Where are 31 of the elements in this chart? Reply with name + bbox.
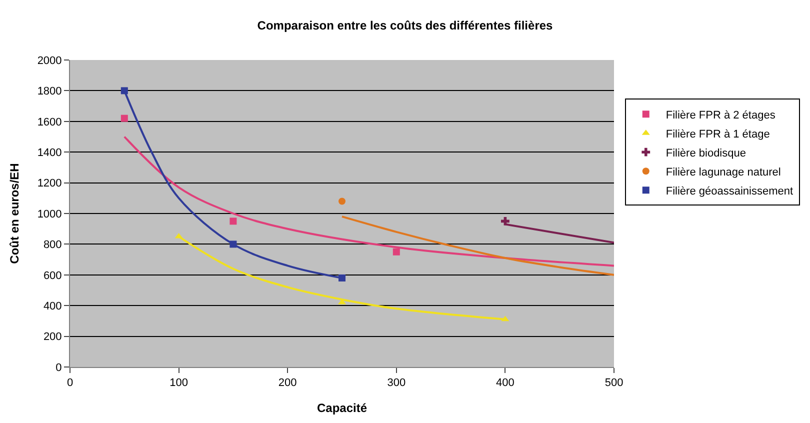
line-series [341,216,614,276]
y-axis-title: Coût en euros/EH [8,163,22,264]
y-tick-label: 1000 [37,208,62,220]
y-tick-label: 1600 [37,116,62,128]
point [392,248,400,256]
x-tick-label: 0 [66,377,74,390]
y-tick-label: 0 [56,362,62,374]
point [338,198,346,205]
x-axis-title: Capacité [316,401,368,416]
y-tick-label: 1800 [37,86,62,98]
line-series [123,136,614,267]
point [120,114,128,122]
legend-label: Filière FPR à 2 étages [666,109,776,122]
x-tick-label: 300 [387,377,406,390]
legend-label: Filière biodisque [666,147,746,160]
legend-label: Filière lagunage naturel [666,166,781,178]
legend-label: Filière géoassainissement [666,185,794,198]
y-tick-label: 400 [43,300,62,312]
x-tick-label: 200 [278,377,297,390]
y-tick-label: 2000 [37,54,62,67]
point [230,218,237,225]
y-tick-label: 200 [43,331,62,344]
y-tick-label: 1200 [37,178,62,190]
chart-title: Comparaison entre les coûts des différentes filières [257,18,554,33]
y-tick-label: 600 [43,270,62,282]
y-tick-label: 1400 [37,146,62,159]
x-tick-label: 100 [170,377,188,390]
legend-label: Filière FPR à 1 étage [666,128,770,140]
y-tick-label: 800 [43,239,62,252]
x-tick-label: 500 [604,377,624,390]
x-tick-label: 400 [496,377,514,390]
